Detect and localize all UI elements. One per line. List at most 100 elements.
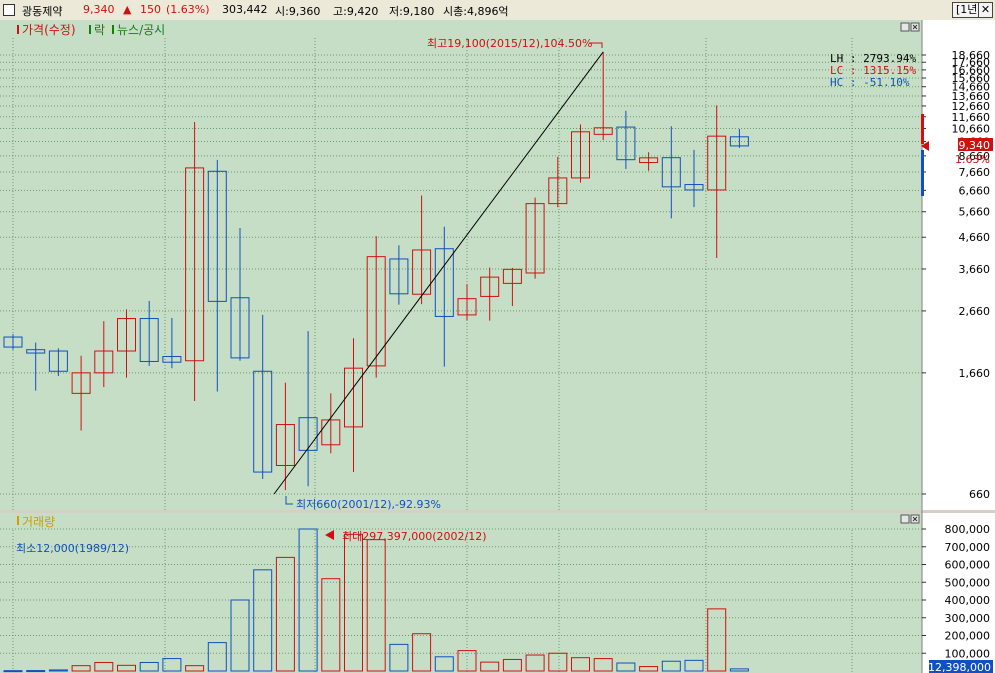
volume-tick-label: 600,000 (945, 559, 991, 572)
legend-ex-rights[interactable]: 락 (94, 23, 105, 37)
price-tick-label: 660 (969, 488, 990, 501)
candle-body (457, 298, 477, 316)
volume-bar (3, 670, 23, 673)
lc-stat: LC : 1315.15% (830, 64, 916, 77)
candle-body (94, 350, 114, 374)
price-tick-label: 10,660 (952, 123, 991, 136)
market-cap: 시총:4,896억 (443, 5, 509, 18)
volume-bar (434, 656, 454, 672)
close-icon[interactable]: ✕ (978, 2, 993, 18)
max-volume-pointer-icon (325, 530, 334, 540)
volume-tick-label: 800,000 (945, 523, 991, 536)
volume-bar (729, 668, 749, 672)
current-price-pointer-icon (921, 141, 929, 151)
candle-body (162, 355, 182, 363)
max-price-label: 최고19,100(2015/12),104.50% (427, 37, 592, 50)
legend-volume[interactable]: 거래량 (22, 515, 55, 529)
candle-body (26, 349, 46, 354)
candle-body (185, 167, 205, 362)
lh-stat: LH : 2793.94% (830, 52, 916, 65)
hc-stat: HC : -51.10% (830, 76, 910, 89)
volume-bar (94, 661, 114, 672)
volume-bar (480, 661, 500, 672)
volume-tick-label: 700,000 (945, 541, 991, 554)
volume-bar (275, 556, 295, 672)
volume-tick-label: 200,000 (945, 630, 991, 643)
candle-body (661, 157, 681, 188)
candle-body (593, 127, 613, 135)
candle-body (3, 336, 23, 348)
legend-news[interactable]: 뉴스/공시 (117, 23, 165, 37)
stock-info-bar: 광동제약 9,340 ▲ 150 (1.63%) 303,442 시:9,360… (0, 0, 995, 21)
trend-line (273, 51, 604, 495)
low-price: 저:9,180 (389, 5, 435, 18)
volume-bar (253, 569, 273, 672)
current-price: 9,340 (83, 3, 115, 16)
max-arrow-icon (589, 42, 603, 48)
price-tick-label: 18,660 (952, 49, 991, 62)
candle-body (729, 136, 749, 147)
candle-body (389, 258, 409, 295)
chart-canvas: 18,66017,66016,66015,66014,66013,66012,6… (0, 20, 995, 673)
price-panel-buttons[interactable] (900, 22, 920, 32)
volume-bar (117, 664, 136, 672)
volume-bar (71, 665, 91, 672)
volume-bar (548, 652, 568, 672)
candle-body (253, 370, 273, 473)
current-volume-box (929, 660, 993, 673)
volume-bar (571, 657, 590, 672)
volume-bar (139, 661, 159, 672)
candle-body (71, 372, 91, 394)
volume-bar (707, 608, 727, 672)
candle-body (502, 268, 522, 284)
volume-bar (230, 599, 250, 672)
candle-body (139, 318, 159, 362)
price-tick-label: 5,660 (959, 206, 991, 219)
volume-bar (457, 650, 477, 672)
stock-name[interactable]: 광동제약 (22, 5, 63, 18)
candle-body (117, 318, 136, 352)
candle-body (434, 248, 454, 317)
volume-bar (684, 659, 704, 672)
price-tick-label: 17,660 (952, 56, 991, 69)
candle-body (548, 177, 568, 205)
high-price: 고:9,420 (333, 5, 379, 18)
volume-bar (298, 528, 318, 672)
min-volume-label: 최소12,000(1989/12) (16, 542, 129, 555)
candle-body (616, 126, 636, 161)
volume-panel-buttons[interactable] (900, 514, 920, 524)
volume-value: 303,442 (222, 3, 268, 16)
candle-body (230, 297, 250, 359)
volume-bar (185, 665, 205, 672)
volume-bar (389, 643, 409, 672)
current-volume-axis-label: 12,398,000 (928, 661, 991, 673)
price-tick-label: 15,660 (952, 72, 991, 85)
volume-panel-bg (0, 513, 922, 673)
price-panel-bg (0, 20, 922, 510)
candle-body (707, 135, 727, 191)
change-amount: 150 (140, 3, 161, 16)
candle-body (275, 424, 295, 466)
price-tick-label: 2,660 (959, 305, 991, 318)
current-percent-axis-label: 1.63% (955, 153, 990, 166)
price-axis-bg (922, 20, 995, 510)
volume-bar (344, 533, 363, 672)
price-tick-label: 3,660 (959, 263, 991, 276)
candle-body (207, 170, 227, 302)
price-tick-label: 4,660 (959, 231, 991, 244)
legend-price[interactable]: 가격(수정) (22, 23, 76, 37)
open-price: 시:9,360 (275, 5, 321, 18)
volume-tick-label: 500,000 (945, 576, 991, 589)
price-tick-label: 12,660 (952, 100, 991, 113)
stock-checkbox[interactable] (3, 4, 15, 16)
volume-axis-bg (922, 513, 995, 673)
volume-bar (26, 670, 46, 673)
volume-bar (207, 642, 227, 672)
change-percent: (1.63%) (166, 3, 210, 16)
price-tick-label: 16,660 (952, 64, 991, 77)
volume-bar (525, 654, 545, 672)
volume-bar (48, 669, 68, 672)
min-price-label: 최저660(2001/12),-92.93% (296, 498, 441, 511)
volume-bar (162, 658, 182, 672)
